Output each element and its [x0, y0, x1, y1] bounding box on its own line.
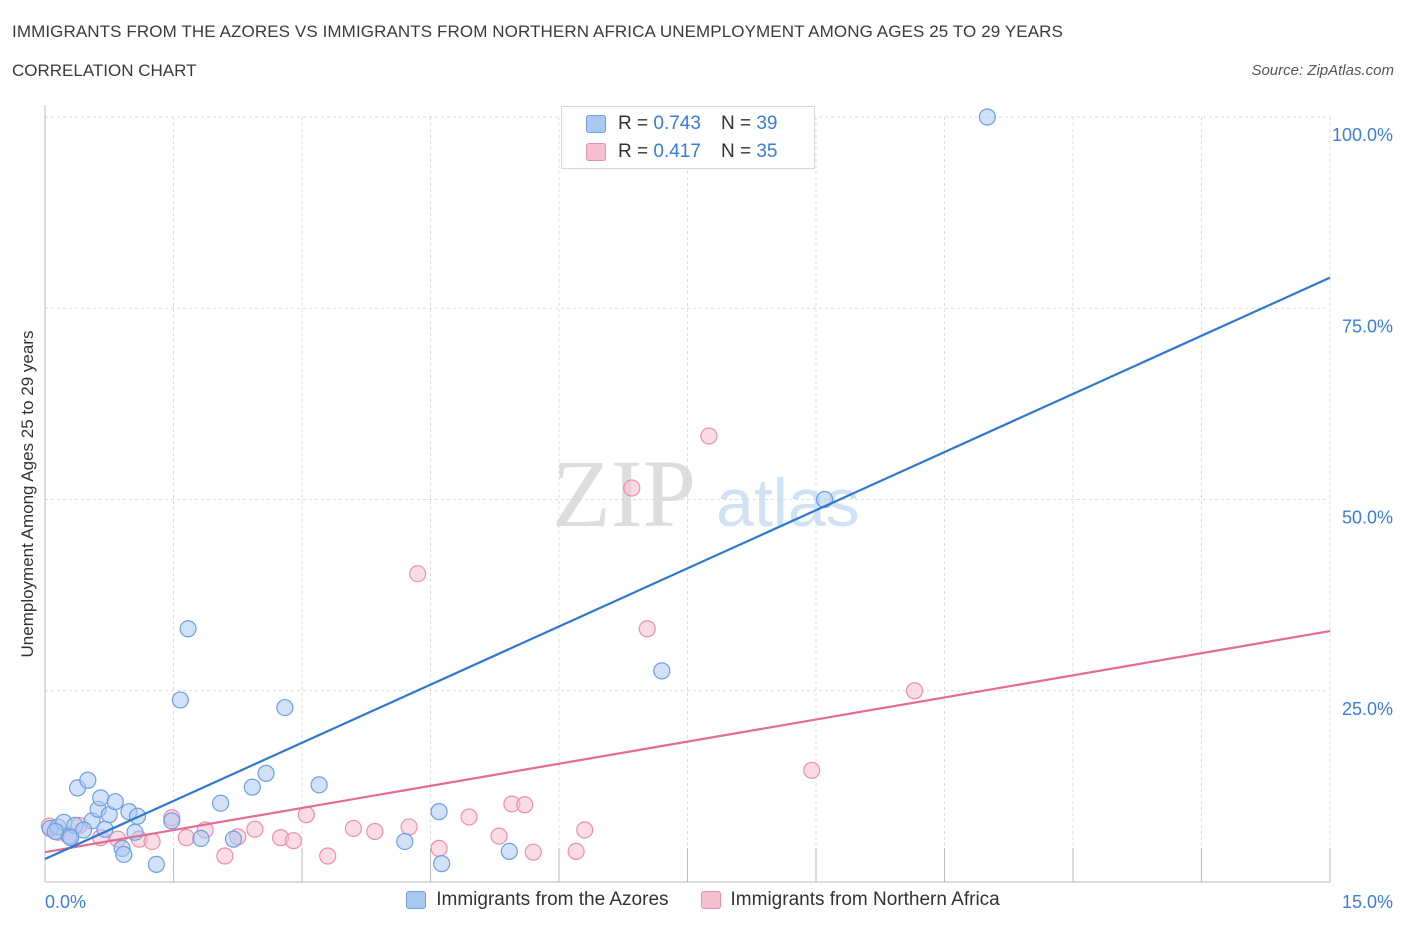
azores-trendline [44, 276, 1331, 861]
africa-point [516, 796, 534, 814]
azores-swatch [586, 115, 606, 133]
azores-point [212, 794, 230, 812]
axes [44, 105, 1331, 883]
africa-point [638, 620, 656, 638]
legend-item-azores[interactable]: Immigrants from the Azores [406, 889, 669, 911]
watermark: ZIP atlas [552, 440, 860, 547]
azores-r-value: 0.743 [653, 113, 701, 134]
africa-point [246, 820, 264, 838]
africa-point [366, 822, 384, 841]
chart-title: IMMIGRANTS FROM THE AZORES VS IMMIGRANTS… [12, 22, 1063, 41]
trend-lines [44, 276, 1331, 861]
azores-point [179, 620, 197, 638]
r-label: R = [618, 113, 649, 134]
africa-legend-swatch [700, 891, 721, 909]
legend-item-africa[interactable]: Immigrants from Northern Africa [700, 889, 1000, 911]
azores-point [257, 764, 275, 782]
azores-point [92, 789, 110, 807]
africa-point [177, 829, 195, 847]
azores-points [41, 108, 996, 874]
x-tick-label: 15.0% [1342, 892, 1393, 912]
africa-point [490, 827, 508, 845]
africa-point [216, 847, 234, 865]
azores-point [430, 803, 448, 821]
azores-point [276, 698, 294, 717]
africa-point [319, 847, 337, 865]
azores-point [243, 778, 261, 796]
africa-point [460, 808, 478, 826]
r-label: R = [618, 141, 649, 162]
azores-point [79, 771, 97, 789]
grid-lines [45, 116, 1331, 882]
africa-point [803, 761, 821, 779]
legend-row-africa: R = 0.417 N = 35 [586, 140, 777, 164]
africa-point [400, 818, 418, 836]
africa-point [905, 682, 924, 700]
azores-point [224, 830, 243, 848]
x-tick-label: 0.0% [45, 892, 86, 912]
azores-point [192, 829, 210, 847]
y-tick-label: 25.0% [1342, 699, 1393, 719]
azores-point [500, 842, 518, 861]
azores-n-value: 39 [756, 113, 778, 134]
azores-point [171, 691, 189, 709]
y-axis-label: Unemployment Among Ages 25 to 29 years [18, 331, 37, 658]
africa-point [524, 843, 542, 861]
africa-r-value: 0.417 [653, 141, 701, 162]
azores-point [310, 776, 328, 794]
azores-point [106, 793, 124, 811]
source-label: Source: ZipAtlas.com [1251, 62, 1394, 79]
azores-legend-label: Immigrants from the Azores [436, 889, 669, 910]
africa-point [576, 821, 594, 839]
y-tick-label: 50.0% [1342, 508, 1393, 528]
africa-legend-label: Immigrants from Northern Africa [730, 889, 1000, 910]
azores-point [653, 662, 671, 680]
azores-legend-swatch [406, 891, 427, 909]
africa-trendline [44, 629, 1331, 854]
n-label: N = [720, 141, 752, 162]
azores-point [978, 108, 996, 126]
africa-swatch [586, 143, 606, 161]
africa-point [284, 832, 303, 850]
africa-point [344, 819, 362, 838]
watermark-zip: ZIP [552, 440, 696, 547]
africa-point [700, 427, 718, 445]
africa-point [409, 565, 427, 583]
azores-point [147, 855, 165, 874]
y-tick-label: 100.0% [1332, 125, 1393, 145]
azores-point [62, 829, 80, 847]
watermark-atlas: atlas [716, 465, 860, 541]
legend-row-azores: R = 0.743 N = 39 [586, 112, 777, 136]
africa-n-value: 35 [756, 141, 778, 162]
azores-point [163, 812, 181, 830]
chart-subtitle: CORRELATION CHART [12, 61, 197, 80]
y-tick-label: 75.0% [1342, 316, 1393, 336]
n-label: N = [720, 113, 752, 134]
africa-point [143, 832, 161, 851]
africa-point [567, 842, 585, 861]
tick-labels: 25.0% 50.0% 75.0% 100.0% 0.0% 15.0% [45, 125, 1393, 912]
stats-legend: R = 0.743 N = 39 R = 0.417 N = 35 [561, 106, 815, 169]
azores-point [815, 490, 834, 509]
azores-point [115, 845, 133, 864]
azores-point [46, 822, 64, 841]
azores-point [74, 821, 93, 839]
azores-point [396, 832, 414, 851]
africa-point [623, 479, 641, 497]
series-legend: Immigrants from the Azores Immigrants fr… [0, 889, 1406, 911]
africa-point [430, 839, 448, 857]
azores-point [433, 855, 451, 873]
